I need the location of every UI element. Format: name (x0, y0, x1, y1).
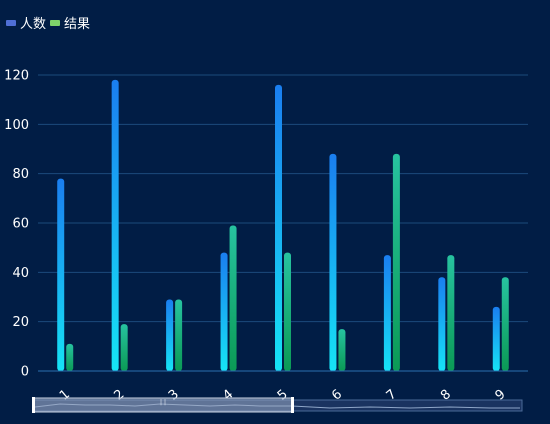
bar-series-1-8[interactable] (438, 277, 446, 371)
bar-series-1-6[interactable] (329, 153, 337, 371)
bar-series-2-7[interactable] (392, 153, 400, 371)
legend-label-series-1: 人数 (20, 17, 46, 32)
slider-handle-right[interactable] (291, 397, 294, 413)
bar-series-1-3[interactable] (166, 299, 174, 371)
legend-swatch-series-2 (50, 20, 60, 26)
y-tick-label: 100 (4, 118, 29, 133)
bar-series-1-7[interactable] (383, 255, 391, 371)
bar-series-2-6[interactable] (338, 329, 346, 371)
y-tick-label: 80 (12, 167, 29, 182)
bar-series-1-4[interactable] (220, 252, 228, 371)
legend: 人数 结果 (6, 17, 90, 32)
y-tick-label: 120 (4, 69, 29, 84)
bar-series-2-3[interactable] (175, 299, 183, 371)
y-axis: 0 20 40 60 80 100 120 (4, 69, 29, 380)
y-tick-label: 20 (12, 315, 29, 330)
bar-series-1-5[interactable] (275, 84, 282, 371)
y-tick-label: 0 (21, 365, 29, 380)
bar-series-2-1[interactable] (66, 343, 74, 371)
legend-label-series-2: 结果 (64, 17, 90, 32)
bar-series-1-1[interactable] (57, 178, 65, 371)
y-tick-label: 40 (12, 266, 29, 281)
y-tick-label: 60 (12, 217, 29, 232)
bar-series-2-4[interactable] (229, 225, 237, 371)
bar-series-2-8[interactable] (447, 255, 455, 371)
legend-swatch-series-1 (6, 20, 16, 26)
bar-series-1-9[interactable] (492, 306, 500, 371)
bar-series-2-9[interactable] (501, 277, 509, 371)
legend-item-series-1[interactable]: 人数 (6, 17, 46, 32)
bar-series-1-2[interactable] (111, 79, 119, 371)
grid (38, 74, 528, 323)
bars (57, 79, 509, 371)
slider-handle-left[interactable] (32, 397, 35, 413)
legend-item-series-2[interactable]: 结果 (50, 17, 90, 32)
bar-series-2-5[interactable] (284, 252, 291, 371)
data-zoom-slider[interactable]: | | (32, 397, 523, 413)
slider-center-grip[interactable]: | | (160, 399, 166, 406)
bar-series-2-2[interactable] (120, 324, 128, 371)
